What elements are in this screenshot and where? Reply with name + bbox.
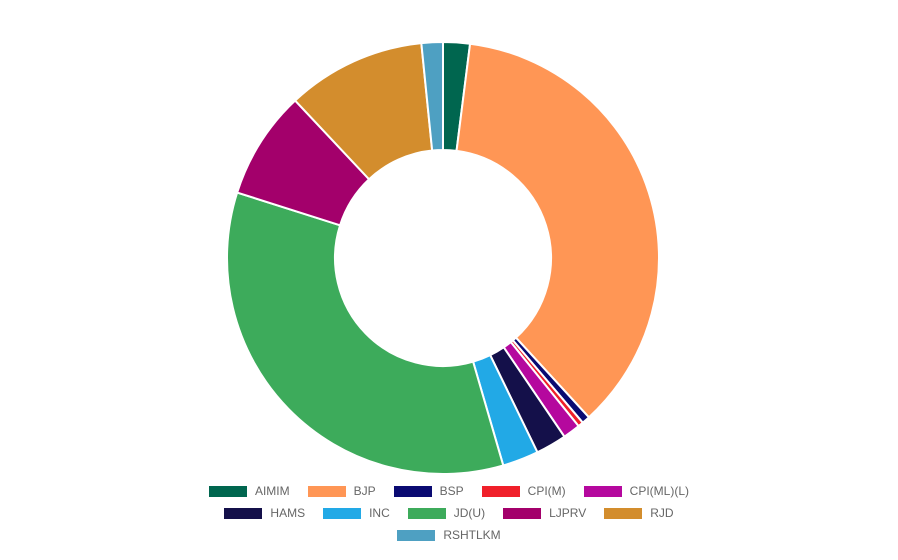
- legend-label: BSP: [439, 484, 464, 498]
- legend-row: AIMIM BJP BSP CPI(M) CPI(ML)(L): [0, 480, 898, 502]
- legend-swatch: [604, 507, 643, 519]
- legend-label: HAMS: [270, 506, 306, 520]
- legend-swatch: [323, 507, 362, 519]
- donut-slices: [226, 40, 660, 475]
- legend-item[interactable]: CPI(M): [481, 484, 566, 498]
- legend-label: BJP: [353, 484, 376, 498]
- legend-item[interactable]: AIMIM: [208, 484, 290, 498]
- legend-item[interactable]: CPI(ML)(L): [583, 484, 690, 498]
- legend-swatch: [208, 485, 247, 497]
- legend-item[interactable]: RSHTLKM: [397, 528, 501, 542]
- legend-label: RSHTLKM: [443, 528, 501, 542]
- legend-swatch: [397, 529, 436, 541]
- slice-rshtlkm[interactable]: [420, 40, 444, 152]
- legend-swatch: [583, 485, 622, 497]
- legend-row: HAMS INC JD(U) LJPRV RJD: [0, 502, 898, 524]
- legend-item[interactable]: HAMS: [224, 506, 305, 520]
- legend-swatch: [307, 485, 346, 497]
- legend-item[interactable]: BJP: [307, 484, 376, 498]
- legend-swatch: [224, 507, 263, 519]
- legend-item[interactable]: BSP: [393, 484, 464, 498]
- legend-item[interactable]: LJPRV: [503, 506, 586, 520]
- legend-item[interactable]: JD(U): [407, 506, 486, 520]
- donut-chart: [226, 40, 660, 475]
- legend-label: JD(U): [453, 506, 486, 520]
- legend-label: CPI(M): [527, 484, 566, 498]
- legend-label: INC: [369, 506, 390, 520]
- slice-jd-u[interactable]: [226, 191, 505, 475]
- legend-swatch: [503, 507, 542, 519]
- legend-swatch: [407, 507, 446, 519]
- legend-label: LJPRV: [549, 506, 587, 520]
- legend-label: RJD: [650, 506, 674, 520]
- slice-bjp[interactable]: [455, 42, 660, 419]
- legend-swatch: [481, 485, 520, 497]
- legend-item[interactable]: INC: [323, 506, 390, 520]
- legend-label: AIMIM: [254, 484, 290, 498]
- legend-label: CPI(ML)(L): [629, 484, 690, 498]
- legend-item[interactable]: RJD: [604, 506, 674, 520]
- chart-legend: AIMIM BJP BSP CPI(M) CPI(ML)(L) HAMS INC JD(U)…: [0, 480, 898, 546]
- legend-swatch: [393, 485, 432, 497]
- legend-row: RSHTLKM: [0, 524, 898, 546]
